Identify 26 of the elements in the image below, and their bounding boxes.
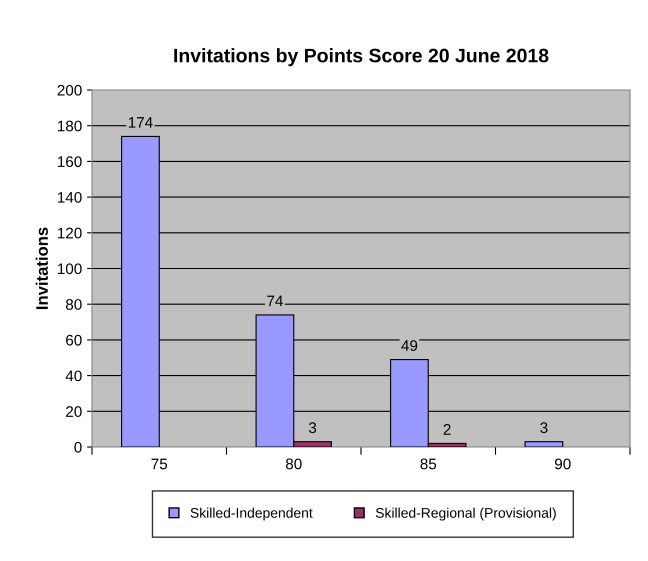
- x-tick-label: 85: [420, 458, 436, 470]
- legend-label: Skilled-Independent: [190, 508, 313, 521]
- y-tick-label: 180: [58, 120, 82, 132]
- y-tick-label: 200: [58, 84, 82, 96]
- x-tick-label: 75: [152, 458, 168, 470]
- x-tick-label: 90: [554, 458, 571, 470]
- y-tick-label: 20: [66, 406, 82, 417]
- data-label: 2: [444, 424, 451, 435]
- y-tick-label: 0: [74, 442, 82, 453]
- y-tick-label: 40: [66, 370, 82, 382]
- y-tick-label: 160: [58, 156, 82, 168]
- y-tick-label: 140: [58, 192, 82, 203]
- data-label: 174: [128, 117, 153, 128]
- data-label: 3: [540, 422, 548, 434]
- data-label: 3: [308, 422, 316, 434]
- y-tick-label: 60: [66, 334, 82, 346]
- y-tick-label: 80: [66, 299, 82, 310]
- bar: [524, 441, 564, 447]
- y-axis-title: Invitations: [36, 228, 48, 310]
- data-label: 74: [267, 296, 283, 306]
- chart-title: Invitations by Points Score 20 June 2018: [174, 48, 548, 66]
- x-tick-label: 80: [286, 458, 302, 470]
- y-tick-label: 120: [58, 228, 82, 238]
- y-tick-label: 100: [58, 263, 82, 274]
- legend-label: Skilled-Regional (Provisional): [376, 508, 556, 521]
- data-label: 49: [401, 340, 418, 351]
